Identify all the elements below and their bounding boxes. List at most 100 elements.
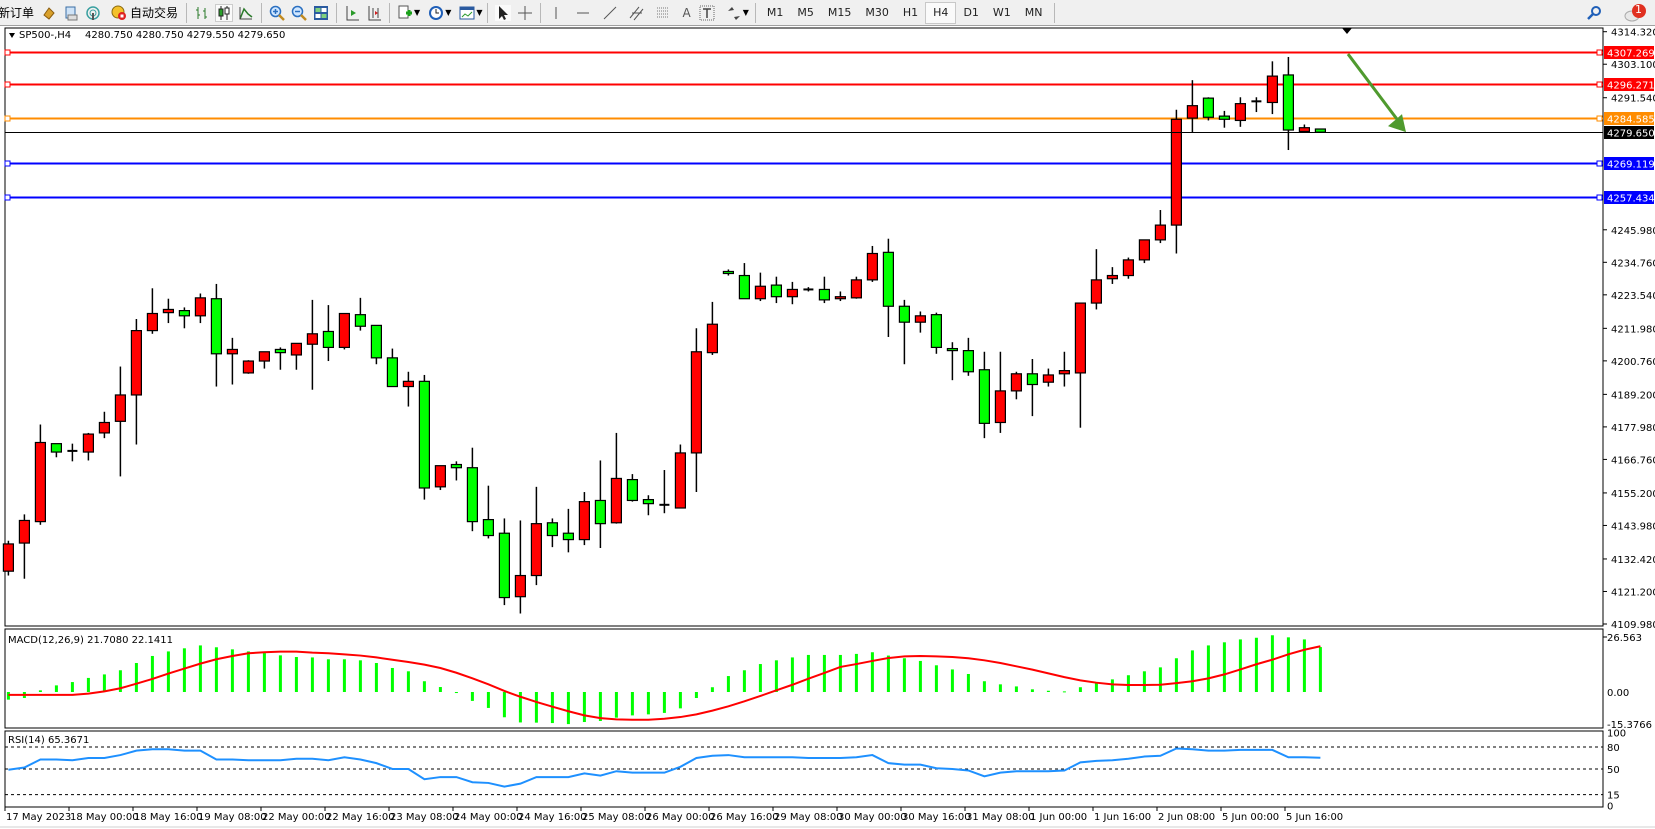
chart-shift-icon[interactable]: [366, 5, 382, 21]
candle-body: [258, 351, 270, 362]
candlestick-icon[interactable]: [215, 3, 234, 22]
periods-icon[interactable]: [428, 5, 444, 21]
candle-body: [1106, 274, 1119, 280]
timeframe-h4-button[interactable]: H4: [925, 1, 957, 24]
candle: [834, 291, 847, 302]
timeframe-selector: M1 M5 M15 M30 H1 H4 D1 W1 MN: [760, 1, 1050, 24]
notifications-icon[interactable]: 1: [1623, 3, 1647, 23]
vertical-line-icon[interactable]: [548, 5, 564, 21]
auto-trading-button[interactable]: 自动交易: [104, 2, 182, 24]
candle: [1026, 359, 1039, 417]
horizontal-level-handle[interactable]: [4, 194, 11, 201]
macd-histogram-bar: [1190, 650, 1194, 692]
horizontal-level-handle[interactable]: [4, 49, 11, 56]
macd-histogram-bar: [198, 645, 202, 692]
candle-body: [610, 477, 623, 524]
templates-icon[interactable]: [459, 5, 475, 21]
market-watch-icon[interactable]: [41, 5, 57, 21]
bar-chart-icon[interactable]: [194, 5, 210, 21]
horizontal-level-handle[interactable]: [1596, 115, 1603, 122]
macd-histogram-bar: [182, 648, 186, 692]
chevron-down-icon[interactable]: ▼: [414, 8, 421, 17]
price-tick-label: 4234.760: [1611, 258, 1655, 269]
zoom-in-icon[interactable]: [269, 5, 285, 21]
tile-windows-icon[interactable]: [313, 5, 329, 21]
arrows-icon[interactable]: [726, 5, 742, 21]
trend-arrow-head-icon[interactable]: [1388, 114, 1406, 133]
price-tick-label: 4200.760: [1611, 357, 1655, 368]
candle: [402, 371, 414, 407]
fibonacci-icon[interactable]: [656, 5, 672, 21]
candle: [1090, 249, 1103, 310]
horizontal-level-handle[interactable]: [1596, 81, 1603, 88]
macd-histogram-bar: [1222, 642, 1226, 692]
horizontal-level-price-label: 4284.585: [1607, 115, 1655, 126]
candle: [1154, 210, 1167, 244]
candle: [130, 319, 142, 445]
horizontal-level-handle[interactable]: [4, 115, 11, 122]
navigator-icon[interactable]: [63, 5, 79, 21]
search-icon[interactable]: [1586, 5, 1602, 21]
macd-histogram-bar: [54, 685, 58, 692]
crosshair-icon[interactable]: [517, 5, 533, 21]
macd-histogram-bar: [502, 692, 506, 718]
macd-histogram-bar: [486, 692, 490, 708]
timeframe-w1-button[interactable]: W1: [992, 5, 1011, 19]
ohlc-readout: 4280.750 4280.750 4279.550 4279.650: [85, 30, 285, 41]
macd-histogram-bar: [102, 674, 106, 692]
candle-body: [498, 532, 510, 599]
chevron-down-icon[interactable]: ▼: [742, 8, 749, 17]
macd-histogram-bar: [630, 692, 634, 716]
indicators-icon[interactable]: [397, 5, 413, 21]
candle: [370, 324, 382, 365]
symbol-menu-triangle-icon[interactable]: [9, 33, 15, 38]
candle-body: [1282, 74, 1295, 131]
text-tool-button[interactable]: A: [679, 2, 695, 24]
macd-histogram-bar: [1270, 635, 1274, 692]
equidistant-channel-icon[interactable]: [629, 5, 645, 21]
zoom-out-icon[interactable]: [291, 5, 307, 21]
horizontal-level-handle[interactable]: [1596, 160, 1603, 167]
horizontal-level-price-badge: [1604, 191, 1654, 204]
horizontal-level-handle[interactable]: [1596, 194, 1603, 201]
price-tick-label: 4166.760: [1611, 455, 1655, 466]
timeframe-mn-button[interactable]: MN: [1024, 5, 1043, 19]
timeframe-m5-button[interactable]: M5: [797, 5, 814, 19]
candle-body: [338, 312, 350, 349]
candle: [962, 337, 975, 376]
chevron-down-icon[interactable]: ▼: [445, 8, 452, 17]
horizontal-level-handle[interactable]: [4, 81, 11, 88]
candle-body: [178, 310, 190, 317]
auto-scroll-icon[interactable]: [344, 5, 360, 21]
candle: [98, 411, 111, 439]
candle: [226, 337, 238, 385]
timeframe-m1-button[interactable]: M1: [766, 5, 784, 19]
horizontal-line-icon[interactable]: [575, 5, 591, 21]
new-order-button[interactable]: 新订单: [0, 2, 38, 24]
trend-arrow-line[interactable]: [1346, 53, 1402, 125]
horizontal-level-price-label: 4269.119: [1607, 160, 1655, 171]
chevron-down-icon[interactable]: ▼: [476, 8, 483, 17]
chart-shift-marker-icon[interactable]: [1342, 28, 1352, 34]
timeframe-h1-button[interactable]: H1: [902, 5, 919, 19]
price-tick-label: 4132.420: [1611, 555, 1655, 566]
candle: [978, 351, 991, 439]
toolbar-divider: [539, 2, 541, 23]
candle-body: [594, 499, 607, 525]
cursor-icon[interactable]: [494, 4, 511, 21]
time-axis-label: 22 May 16:00: [326, 812, 395, 823]
horizontal-level-handle[interactable]: [4, 160, 11, 167]
line-chart-icon[interactable]: [238, 5, 254, 21]
trendline-icon[interactable]: [602, 5, 618, 21]
timeframe-m30-button[interactable]: M30: [865, 5, 889, 19]
horizontal-level-handle[interactable]: [1596, 49, 1603, 56]
candle: [1010, 371, 1023, 400]
text-label-icon[interactable]: [699, 5, 715, 21]
timeframe-d1-button[interactable]: D1: [963, 5, 979, 19]
time-axis-label: 29 May 08:00: [774, 812, 843, 823]
signals-icon[interactable]: [85, 5, 101, 21]
candle: [178, 307, 190, 329]
timeframe-m15-button[interactable]: M15: [827, 5, 852, 19]
candle-body: [1042, 374, 1055, 383]
